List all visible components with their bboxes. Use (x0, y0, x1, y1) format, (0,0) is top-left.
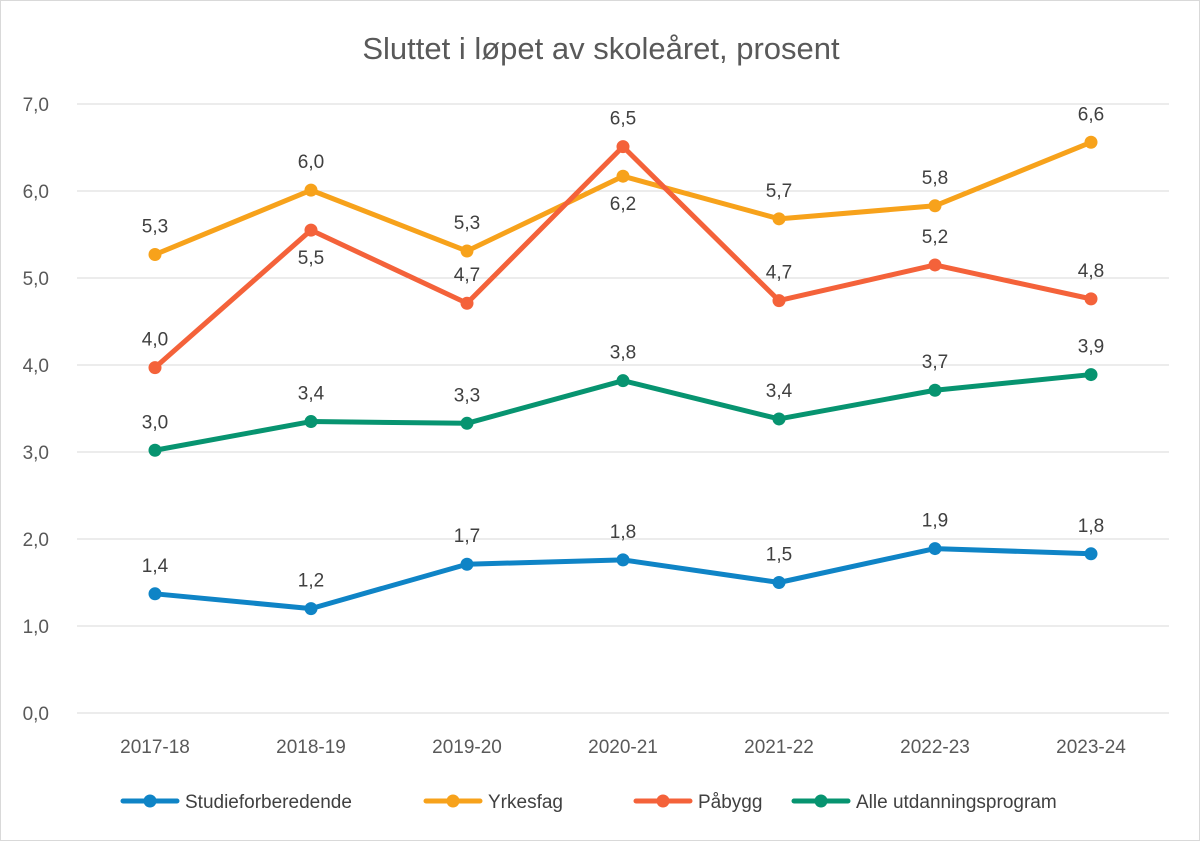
x-tick-label: 2021-22 (744, 737, 814, 758)
data-label: 5,3 (142, 217, 168, 238)
data-point (304, 602, 318, 616)
data-label: 4,7 (766, 263, 792, 284)
data-label: 1,9 (922, 511, 948, 532)
y-axis-ticks: 0,0 1,0 2,0 3,0 4,0 5,0 6,0 7,0 (23, 95, 49, 725)
legend-label: Alle utdanningsprogram (856, 792, 1057, 813)
legend-item: Yrkesfag (423, 792, 563, 813)
data-label: 4,8 (1078, 261, 1104, 282)
legend-label: Påbygg (698, 792, 762, 813)
data-point (616, 140, 630, 154)
data-point (928, 199, 942, 213)
series-studieforberedende (148, 542, 1098, 616)
data-point (928, 258, 942, 272)
legend-swatch-marker (814, 794, 828, 808)
data-label: 3,4 (766, 381, 793, 402)
data-point (304, 223, 318, 237)
series-p-bygg (148, 140, 1098, 375)
x-tick-label: 2023-24 (1056, 737, 1126, 758)
y-tick-label: 4,0 (23, 356, 49, 377)
data-point (148, 587, 162, 601)
data-point (928, 383, 942, 397)
data-point (1084, 368, 1098, 382)
data-label: 1,4 (142, 556, 169, 577)
legend-swatch-marker (446, 794, 460, 808)
x-tick-label: 2022-23 (900, 737, 970, 758)
data-label: 5,7 (766, 181, 792, 202)
data-point (772, 576, 786, 589)
data-point (616, 169, 630, 183)
data-labels: 1,4 1,2 1,7 1,8 1,5 1,9 1,8 5,3 6,0 5,3 6,2 5,7 5,8 6… (142, 104, 1104, 591)
data-label: 5,8 (922, 168, 948, 189)
data-label: 3,9 (1078, 337, 1104, 358)
data-label: 1,8 (1078, 516, 1104, 537)
data-point (616, 374, 630, 388)
data-point (148, 361, 162, 375)
data-point (148, 443, 162, 457)
legend-item: Alle utdanningsprogram (791, 792, 1057, 813)
y-tick-label: 7,0 (23, 95, 49, 116)
data-point (460, 244, 474, 258)
data-label: 5,2 (922, 227, 948, 248)
legend-item: Studieforberedende (120, 792, 352, 813)
x-axis-ticks: 2017-18 2018-19 2019-20 2020-21 2021-22 2022-… (120, 737, 1126, 758)
data-label: 5,3 (454, 213, 480, 234)
data-point (304, 183, 318, 197)
data-point (460, 416, 474, 430)
y-tick-label: 2,0 (23, 530, 49, 551)
y-tick-label: 5,0 (23, 269, 49, 290)
data-label: 1,8 (610, 522, 636, 543)
data-point (1084, 135, 1098, 149)
legend: Studieforberedende Yrkesfag Påbygg Alle utd… (120, 792, 1057, 813)
data-label: 4,0 (142, 330, 168, 351)
data-point (616, 553, 630, 567)
data-label: 6,6 (1078, 104, 1104, 125)
x-tick-label: 2017-18 (120, 737, 190, 758)
legend-label: Studieforberedende (185, 792, 352, 813)
legend-item: Påbygg (633, 792, 762, 813)
data-label: 1,5 (766, 545, 792, 566)
data-point (772, 412, 786, 426)
chart-title: Sluttet i løpet av skoleåret, prosent (362, 31, 840, 66)
data-point (1084, 547, 1098, 561)
legend-swatch-marker (656, 794, 670, 808)
data-point (460, 296, 474, 310)
data-label: 5,5 (298, 248, 324, 269)
data-point (928, 542, 942, 556)
y-tick-label: 1,0 (23, 617, 49, 638)
y-tick-label: 6,0 (23, 182, 49, 203)
data-point (772, 294, 786, 308)
data-label: 6,2 (610, 194, 636, 215)
series-yrkesfag (148, 135, 1098, 262)
y-tick-label: 3,0 (23, 443, 49, 464)
y-tick-label: 0,0 (23, 704, 49, 725)
data-label: 6,5 (610, 109, 636, 130)
data-label: 3,0 (142, 412, 168, 433)
data-label: 3,8 (610, 343, 636, 364)
data-point (460, 557, 474, 571)
legend-label: Yrkesfag (488, 792, 563, 813)
data-label: 6,0 (298, 152, 324, 173)
data-point (148, 248, 162, 262)
legend-swatch-marker (143, 794, 157, 808)
series-lines (148, 135, 1098, 616)
series-alle-utdanningsprogram (148, 368, 1098, 457)
x-tick-label: 2019-20 (432, 737, 502, 758)
data-label: 3,7 (922, 352, 948, 373)
x-tick-label: 2020-21 (588, 737, 658, 758)
data-label: 3,4 (298, 384, 325, 405)
x-tick-label: 2018-19 (276, 737, 346, 758)
data-point (1084, 292, 1098, 306)
data-label: 4,7 (454, 265, 480, 286)
data-label: 3,3 (454, 385, 480, 406)
data-label: 1,2 (298, 571, 324, 592)
data-point (772, 212, 786, 226)
data-point (304, 415, 318, 429)
data-label: 1,7 (454, 526, 480, 547)
